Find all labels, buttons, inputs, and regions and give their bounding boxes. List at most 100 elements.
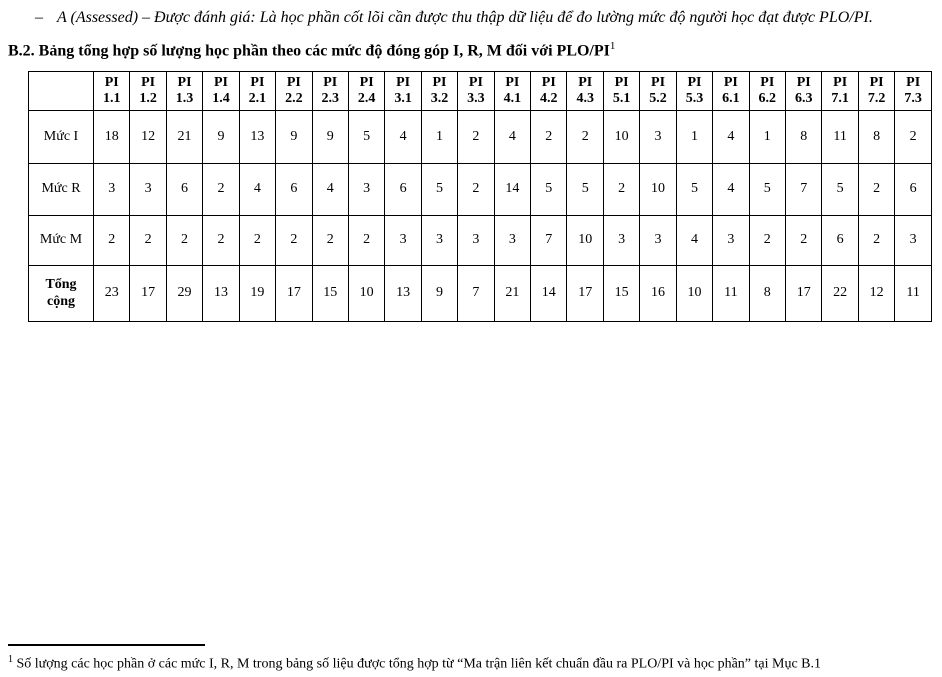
cell: 8 <box>857 109 896 164</box>
table-row: Tổng cộng 23 17 29 13 19 17 15 10 13 9 7 21 14 17 15 16 1… <box>28 264 932 322</box>
cell: 18 <box>92 109 131 164</box>
cell: 10 <box>347 264 386 322</box>
section-heading: B.2. Bảng tổng hợp số lượng học phần the… <box>8 40 942 61</box>
cell: 22 <box>821 264 859 322</box>
cell: 29 <box>165 264 204 322</box>
col-header-pi-2.3: PI 2.3 <box>311 70 349 111</box>
cell: 17 <box>785 264 823 322</box>
cell: 2 <box>238 214 277 266</box>
cell: 3 <box>92 162 131 216</box>
cell: 2 <box>894 109 932 164</box>
cell: 3 <box>420 214 459 266</box>
footnote-marker: 1 <box>8 653 13 665</box>
cell: 6 <box>821 214 859 266</box>
document-page: { "page": { "intro_marker": "–", "intro_… <box>0 8 942 677</box>
section-heading-text: B.2. Bảng tổng hợp số lượng học phần the… <box>8 42 610 60</box>
cell: 2 <box>347 214 386 266</box>
cell: 3 <box>639 109 677 164</box>
col-header-pi-5.2: PI 5.2 <box>639 70 677 111</box>
cell: 9 <box>275 109 313 164</box>
row-label: Mức I <box>28 109 94 164</box>
cell: 5 <box>821 162 859 216</box>
cell: 15 <box>311 264 349 322</box>
cell: 2 <box>202 162 240 216</box>
cell: 7 <box>457 264 495 322</box>
cell: 3 <box>347 162 386 216</box>
cell: 5 <box>566 162 604 216</box>
cell: 21 <box>493 264 532 322</box>
cell: 2 <box>457 162 495 216</box>
col-header-pi-4.3: PI 4.3 <box>566 70 604 111</box>
cell: 13 <box>238 109 277 164</box>
col-header-pi-4.2: PI 4.2 <box>530 70 568 111</box>
cell: 2 <box>311 214 349 266</box>
cell: 13 <box>202 264 240 322</box>
cell: 2 <box>748 214 787 266</box>
cell: 5 <box>420 162 459 216</box>
cell: 4 <box>384 109 422 164</box>
col-header-pi-2.1: PI 2.1 <box>238 70 277 111</box>
cell: 9 <box>420 264 459 322</box>
col-header-pi-1.2: PI 1.2 <box>129 70 167 111</box>
heading-footnote-ref: 1 <box>609 40 616 53</box>
cell: 2 <box>202 214 240 266</box>
row-label: Mức R <box>28 162 94 216</box>
col-header-pi-7.2: PI 7.2 <box>857 70 896 111</box>
cell: 1 <box>748 109 787 164</box>
footnote-block: 1 Số lượng các học phần ở các mức I, R, … <box>8 643 938 673</box>
corner-cell <box>28 70 94 111</box>
cell: 2 <box>602 162 641 216</box>
cell: 3 <box>384 214 422 266</box>
cell: 2 <box>857 214 896 266</box>
assessed-definition-text: A (Assessed) – Được đánh giá: Là học phầ… <box>57 9 873 26</box>
col-header-pi-2.4: PI 2.4 <box>347 70 386 111</box>
cell: 16 <box>639 264 677 322</box>
cell: 4 <box>238 162 277 216</box>
cell: 1 <box>420 109 459 164</box>
cell: 11 <box>894 264 932 322</box>
col-header-pi-3.1: PI 3.1 <box>384 70 422 111</box>
cell: 3 <box>493 214 532 266</box>
cell: 12 <box>129 109 167 164</box>
cell: 2 <box>165 214 204 266</box>
cell: 15 <box>602 264 641 322</box>
cell: 9 <box>202 109 240 164</box>
cell: 3 <box>712 214 750 266</box>
assessed-definition-line: – A (Assessed) – Được đánh giá: Là học p… <box>35 8 938 27</box>
cell: 3 <box>894 214 932 266</box>
footnote-separator <box>8 643 205 646</box>
table-row: Mức I 18 12 21 9 13 9 9 5 4 1 2 4 2 2 10 3 1 4 1 8 11 8 2 <box>28 109 932 164</box>
col-header-pi-7.3: PI 7.3 <box>894 70 932 111</box>
row-label: Mức M <box>28 214 94 266</box>
col-header-pi-6.2: PI 6.2 <box>748 70 787 111</box>
col-header-pi-3.2: PI 3.2 <box>420 70 459 111</box>
col-header-pi-3.3: PI 3.3 <box>457 70 495 111</box>
summary-table: PI 1.1 PI 1.2 PI 1.3 PI 1.4 PI 2.1 PI 2.2 PI 2.3 PI 2.4… <box>28 70 932 322</box>
cell: 7 <box>530 214 568 266</box>
cell: 6 <box>275 162 313 216</box>
cell: 9 <box>311 109 349 164</box>
col-header-pi-7.1: PI 7.1 <box>821 70 859 111</box>
cell: 10 <box>602 109 641 164</box>
cell: 14 <box>493 162 532 216</box>
cell: 2 <box>457 109 495 164</box>
cell: 7 <box>785 162 823 216</box>
cell: 3 <box>602 214 641 266</box>
footnote: 1 Số lượng các học phần ở các mức I, R, … <box>8 654 938 673</box>
cell: 10 <box>566 214 604 266</box>
cell: 6 <box>165 162 204 216</box>
cell: 17 <box>129 264 167 322</box>
cell: 23 <box>92 264 131 322</box>
col-header-pi-2.2: PI 2.2 <box>275 70 313 111</box>
cell: 14 <box>530 264 568 322</box>
cell: 3 <box>457 214 495 266</box>
cell: 17 <box>275 264 313 322</box>
cell: 4 <box>712 109 750 164</box>
row-label: Tổng cộng <box>28 264 94 322</box>
cell: 2 <box>530 109 568 164</box>
col-header-pi-1.1: PI 1.1 <box>92 70 131 111</box>
cell: 5 <box>748 162 787 216</box>
list-dash-marker: – <box>35 9 43 26</box>
cell: 2 <box>275 214 313 266</box>
